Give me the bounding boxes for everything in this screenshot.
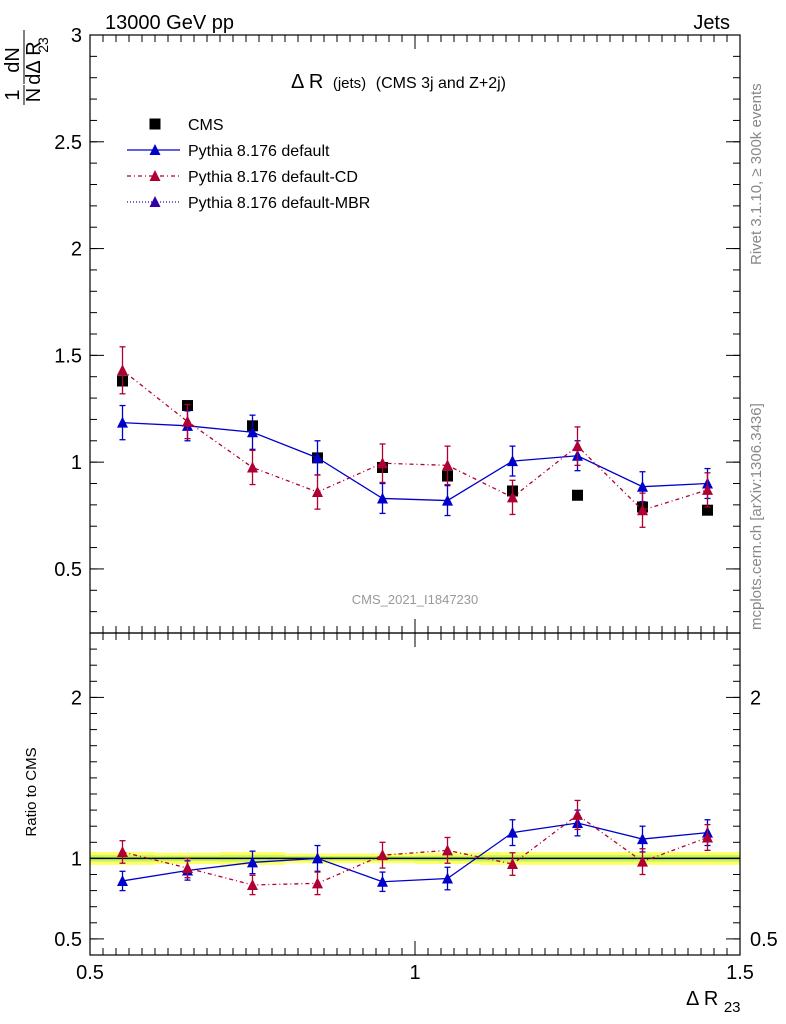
series-point-1 (247, 426, 258, 438)
ratio-point-1 (312, 877, 323, 889)
ratio-point-0 (507, 826, 518, 838)
series-line-2 (122, 369, 708, 511)
x-axis-label: Δ R 23 (686, 988, 741, 1016)
legend-marker (149, 170, 161, 181)
y-tick-label-right: 2 (750, 687, 761, 709)
watermark: CMS_2021_I1847230 (352, 592, 479, 607)
y-label-den-N: N (23, 88, 45, 102)
legend-label: CMS (188, 117, 224, 134)
ratio-line-0 (122, 822, 708, 883)
y-label-den-d: dΔ R (23, 41, 45, 84)
ratio-point-1 (247, 878, 258, 890)
ratio-point-1 (377, 849, 388, 861)
y-tick-label: 1.5 (54, 345, 82, 367)
main-title: Δ R (jets) (CMS 3j and Z+2j) (291, 71, 506, 93)
series-point-1 (442, 494, 453, 506)
main-panel: 0.5 1 1.5 2 2.5 3 (54, 25, 741, 634)
ratio-point-0 (312, 852, 323, 864)
x-tick-label: 1.5 (726, 962, 754, 984)
series-point-2 (182, 415, 193, 427)
title-main: Δ R (291, 71, 323, 93)
ratio-point-0 (377, 875, 388, 887)
y-label-num-dN: dN (2, 47, 24, 73)
series-point-2 (637, 504, 648, 516)
series-point-1 (637, 480, 648, 492)
x-tick-label: 1 (409, 962, 420, 984)
series-point-2 (117, 364, 128, 376)
y-tick-label: 1 (71, 848, 82, 870)
legend-marker-cms (149, 118, 161, 130)
series-point-2 (312, 486, 323, 498)
ratio-point-1 (507, 858, 518, 870)
x-tick-label: 0.5 (76, 962, 104, 984)
y-tick-label: 2 (71, 239, 82, 261)
legend: CMS Pythia 8.176 default Pythia 8.176 defa… (127, 117, 370, 212)
ratio-point-0 (442, 872, 453, 884)
ratio-point-0 (247, 856, 258, 868)
ratio-point-1 (182, 862, 193, 874)
legend-label: Pythia 8.176 default (188, 143, 330, 160)
ratio-point-0 (637, 833, 648, 845)
ratio-panel: 0.5 1 2 0.5 1 1.5 0.5 2 (54, 632, 778, 984)
y-label-num-1: 1 (2, 89, 24, 100)
title-paren: (jets) (333, 75, 366, 92)
plot-frame (89, 632, 741, 956)
y-label-den-sub: 23 (35, 37, 51, 53)
ratio-axes: 0.5 1 2 0.5 1 1.5 0.5 2 (54, 632, 778, 984)
header-left: 13000 GeV pp (105, 12, 234, 34)
y-tick-label: 2 (71, 687, 82, 709)
ratio-point-1 (572, 808, 583, 820)
ratio-point-1 (117, 845, 128, 857)
y-tick-label: 1 (71, 452, 82, 474)
legend-label: Pythia 8.176 default-CD (188, 169, 358, 186)
series-point-1 (117, 416, 128, 428)
ratio-y-label: Ratio to CMS (23, 747, 40, 836)
series-line-1 (122, 421, 708, 502)
main-y-label: 1 N dN dΔ R 23 (2, 30, 51, 105)
x-label-sub: 23 (724, 999, 741, 1016)
ratio-series (117, 799, 713, 896)
ratio-point-1 (702, 831, 713, 843)
y-tick-label: 0.5 (54, 559, 82, 581)
y-tick-label: 3 (71, 25, 82, 47)
series-point-2 (377, 457, 388, 469)
x-label-main: Δ R (686, 988, 718, 1010)
main-series (117, 346, 713, 528)
series-point-2 (572, 440, 583, 452)
y-tick-label: 0.5 (54, 929, 82, 951)
header-right: Jets (693, 12, 730, 34)
series-point-2 (442, 459, 453, 471)
legend-marker (149, 196, 161, 207)
ratio-point-0 (117, 874, 128, 886)
ratio-point-1 (442, 844, 453, 856)
legend-marker (149, 144, 161, 155)
series-point-1 (312, 451, 323, 463)
ratio-point-1 (637, 855, 648, 867)
title-rest: (CMS 3j and Z+2j) (376, 75, 506, 92)
y-tick-label-right: 0.5 (750, 929, 778, 951)
main-axes: 0.5 1 1.5 2 2.5 3 (54, 25, 741, 634)
series-point-1 (507, 455, 518, 467)
ratio-line-1 (122, 814, 708, 886)
rivet-label: Rivet 3.1.10, ≥ 300k events (748, 83, 765, 265)
y-tick-label: 2.5 (54, 132, 82, 154)
series-point-2 (247, 461, 258, 473)
mcplots-label: mcplots.cern.ch [arXiv:1306.3436] (748, 403, 765, 630)
cms-data-point (702, 504, 713, 516)
series-point-1 (377, 492, 388, 504)
legend-label: Pythia 8.176 default-MBR (188, 195, 370, 212)
cms-data-point (572, 489, 583, 501)
series-point-2 (702, 483, 713, 495)
series-point-2 (507, 491, 518, 503)
